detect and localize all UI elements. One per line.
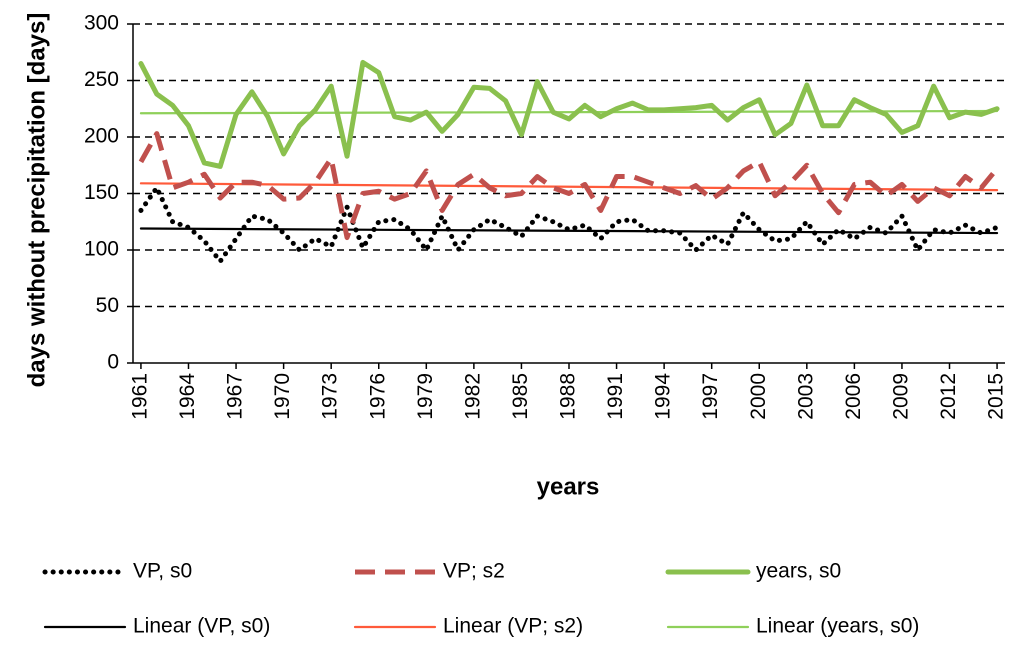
y-tick-label: 200 xyxy=(84,125,119,148)
data-line xyxy=(139,227,999,235)
x-tick-label: 1976 xyxy=(366,373,389,420)
x-tick-label: 1997 xyxy=(699,373,722,420)
x-tick-label: 2012 xyxy=(937,373,960,420)
y-axis-title: days without precipitation [days] xyxy=(23,13,50,388)
x-tick-label: 1970 xyxy=(271,373,294,420)
x-tick-label: 1961 xyxy=(128,373,151,420)
x-tick-label: 1964 xyxy=(176,373,199,420)
x-tick-label: 2006 xyxy=(842,373,865,420)
y-tick-label: 250 xyxy=(84,68,119,91)
x-tick-label: 2009 xyxy=(889,373,912,420)
legend-label: Linear (years, s0) xyxy=(756,615,919,638)
legend-label: VP, s0 xyxy=(133,560,192,583)
x-tick-label: 1973 xyxy=(319,373,342,420)
legend-label: Linear (VP, s0) xyxy=(133,615,270,638)
data-line xyxy=(138,185,1000,264)
y-tick-label: 0 xyxy=(107,351,119,374)
x-tick-label: 1991 xyxy=(604,373,627,420)
data-line xyxy=(138,59,1000,169)
y-tick-label: 300 xyxy=(84,12,119,35)
data-line xyxy=(139,109,999,115)
x-tick-label: 2000 xyxy=(747,373,770,420)
y-tick-label: 150 xyxy=(84,181,119,204)
legend-label: Linear (VP; s2) xyxy=(443,615,583,638)
y-tick-label: 50 xyxy=(96,294,119,317)
data-line xyxy=(138,131,1000,241)
x-tick-label: 2003 xyxy=(794,373,817,420)
x-tick-label: 1967 xyxy=(224,373,247,420)
x-axis-title: years xyxy=(537,473,600,500)
x-tick-label: 1982 xyxy=(461,373,484,420)
legend-label: VP; s2 xyxy=(443,560,505,583)
x-tick-label: 1994 xyxy=(652,373,675,420)
y-tick-label: 100 xyxy=(84,238,119,261)
legend-label: years, s0 xyxy=(756,560,841,583)
x-tick-label: 1988 xyxy=(557,373,580,420)
x-tick-label: 2015 xyxy=(985,373,1008,420)
x-tick-label: 1979 xyxy=(414,373,437,420)
x-tick-label: 1985 xyxy=(509,373,532,420)
